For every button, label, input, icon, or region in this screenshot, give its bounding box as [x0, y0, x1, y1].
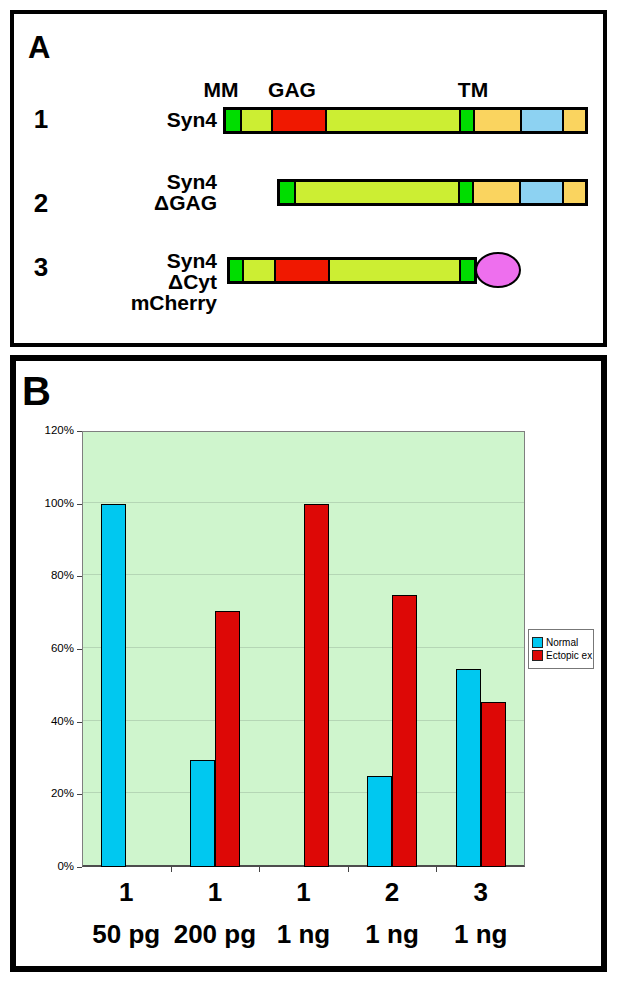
panel-a: A MM GAG TM 1 Syn4 2 Syn4 ΔGAG 3 Syn4 ΔC… [10, 10, 607, 347]
bar-normal-group2 [190, 760, 215, 867]
segment-ectodomain-body [242, 260, 274, 281]
legend-swatch-icon [532, 650, 543, 661]
segment-cytoplasmic-blue [520, 110, 562, 131]
x-category-label-2: 1 [175, 877, 255, 908]
y-tick-mark [77, 722, 82, 723]
y-tick-label-0%: 0% [16, 860, 74, 872]
figure: A MM GAG TM 1 Syn4 2 Syn4 ΔGAG 3 Syn4 ΔC… [0, 0, 619, 984]
y-tick-mark [77, 576, 82, 577]
x-dose-label-5: 1 ng [431, 919, 531, 950]
construct-name-line: ΔGAG [14, 192, 217, 213]
domain-label-gag: GAG [257, 78, 327, 102]
y-tick-mark [77, 431, 82, 432]
x-dose-label-1: 50 pg [76, 919, 176, 950]
segment-gag-domain-red [271, 110, 325, 131]
segment-tm-domain-green [459, 110, 473, 131]
segment-ectodomain-body [294, 182, 458, 203]
y-tick-label-40%: 40% [16, 715, 74, 727]
gridline-100 [83, 502, 524, 503]
bar-normal-group4 [367, 776, 392, 867]
bar-normal-group5 [456, 669, 481, 867]
x-tick-mark [171, 867, 172, 872]
legend-item-ectopic-ex: Ectopic ex [532, 650, 590, 661]
bar-ectopic-ex-group5 [481, 702, 506, 867]
segment-cytoplasmic-orange [472, 182, 519, 203]
legend-swatch-icon [532, 637, 543, 648]
construct-name-line: ΔCyt [14, 271, 217, 292]
y-tick-label-100%: 100% [16, 497, 74, 509]
segment-cytoplasmic-orange [473, 110, 521, 131]
x-dose-label-3: 1 ng [254, 919, 354, 950]
legend-label: Normal [546, 637, 578, 648]
construct-name-line: Syn4 [14, 109, 217, 130]
segment-cytoplasmic-orange [562, 110, 585, 131]
segment-ectodomain-body [325, 110, 459, 131]
x-dose-label-2: 200 pg [165, 919, 265, 950]
x-category-label-3: 1 [264, 877, 344, 908]
construct-name-line: Syn4 [14, 171, 217, 192]
x-category-label-1: 1 [86, 877, 166, 908]
x-tick-mark [436, 867, 437, 872]
legend-item-normal: Normal [532, 637, 590, 648]
bar-chart: B 0% 20% 40% 60% 80% 100% 120% 1 50 pg 1 200 pg 1 1 … [16, 361, 601, 966]
y-tick-label-80%: 80% [16, 569, 74, 581]
x-category-label-4: 2 [352, 877, 432, 908]
construct-name-3: Syn4 ΔCyt mCherry [14, 250, 217, 313]
x-dose-label-4: 1 ng [342, 919, 442, 950]
chart-legend: Normal Ectopic ex [528, 629, 594, 669]
segment-cytoplasmic-orange [562, 182, 585, 203]
bar-normal-group1 [101, 504, 126, 867]
x-tick-mark [348, 867, 349, 872]
bar-ectopic-ex-group3 [304, 504, 329, 867]
y-tick-label-20%: 20% [16, 787, 74, 799]
segment-mm-signal-green [226, 110, 240, 131]
domain-label-mm: MM [186, 78, 256, 102]
panel-a-label: A [28, 30, 50, 66]
legend-label: Ectopic ex [546, 650, 592, 661]
y-tick-mark [77, 504, 82, 505]
construct-bar-3 [227, 257, 477, 284]
y-tick-mark [77, 649, 82, 650]
construct-name-2: Syn4 ΔGAG [14, 171, 217, 213]
segment-tm-domain-green [458, 182, 472, 203]
segment-tm-domain-green [459, 260, 474, 281]
y-tick-label-60%: 60% [16, 642, 74, 654]
y-tick-label-120%: 120% [16, 424, 74, 436]
y-tick-mark [77, 867, 82, 868]
segment-mm-signal-green [280, 182, 294, 203]
x-tick-mark [259, 867, 260, 872]
segment-cytoplasmic-blue [519, 182, 562, 203]
panel-b-label: B [22, 369, 51, 414]
segment-ectodomain-body [240, 110, 270, 131]
bar-ectopic-ex-group4 [392, 595, 417, 868]
segment-mm-signal-green [230, 260, 242, 281]
y-tick-mark [77, 794, 82, 795]
construct-name-1: Syn4 [14, 109, 217, 130]
segment-ectodomain-body [328, 260, 458, 281]
x-category-label-5: 3 [441, 877, 521, 908]
domain-label-tm: TM [438, 78, 508, 102]
mcherry-ellipse [475, 252, 521, 288]
construct-name-line: mCherry [14, 292, 217, 313]
panel-b: B 0% 20% 40% 60% 80% 100% 120% 1 50 pg 1 200 pg 1 1 … [10, 355, 607, 972]
construct-bar-1 [223, 107, 588, 134]
segment-gag-domain-red [274, 260, 328, 281]
construct-name-line: Syn4 [14, 250, 217, 271]
bar-ectopic-ex-group2 [215, 611, 240, 867]
construct-bar-2 [277, 179, 588, 206]
